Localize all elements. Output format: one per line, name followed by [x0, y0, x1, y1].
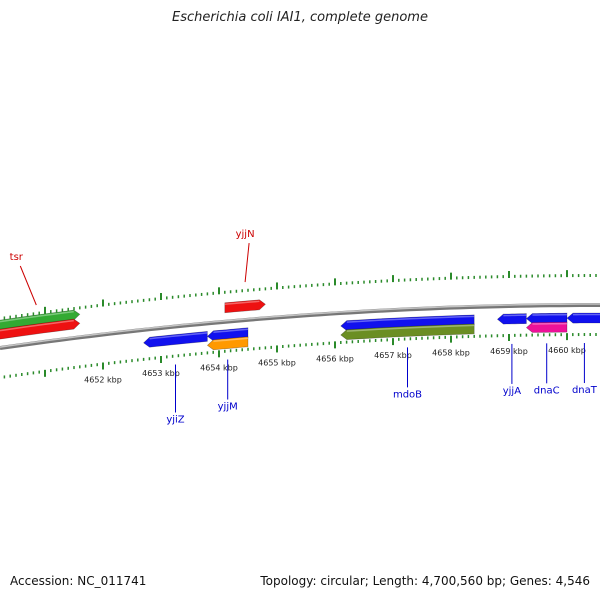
gene-arrow: [525, 321, 568, 333]
accession-text: Accession: NC_011741: [10, 574, 147, 588]
gene-shine: [0, 319, 74, 332]
gene-shine: [149, 332, 208, 340]
genome-summary-text: Topology: circular; Length: 4,700,560 bp…: [260, 574, 590, 588]
kbp-label: 4654 kbp: [200, 363, 238, 372]
gene-arrow: [206, 336, 249, 351]
kbp-label: 4653 kbp: [142, 369, 180, 378]
gene-label: yjjA: [503, 386, 521, 397]
label-leader: [244, 242, 250, 283]
backbone-arc: [0, 303, 600, 351]
kbp-label: 4655 kbp: [258, 358, 296, 367]
kbp-label: 4656 kbp: [316, 354, 354, 363]
gene-arrow: [0, 318, 81, 340]
gene-label: yjjN: [236, 229, 255, 240]
kbp-label: 4657 kbp: [374, 351, 412, 360]
label-leader: [19, 265, 37, 306]
gene-label: tsr: [10, 252, 24, 263]
kbp-label: 4658 kbp: [432, 349, 470, 358]
gene-shine: [213, 337, 249, 343]
kbp-label: 4659 kbp: [490, 347, 528, 356]
gene-arrow: [566, 312, 600, 324]
gene-shine: [503, 314, 527, 317]
backbone-highlight: [0, 303, 600, 348]
gene-label: dnaC: [534, 385, 560, 396]
kbp-label: 4660 kbp: [548, 346, 586, 355]
gene-arrow: [224, 299, 266, 314]
gene-label: yjiZ: [166, 415, 184, 426]
gene-shine: [0, 310, 74, 323]
gene-arrow: [340, 323, 475, 340]
gene-label: yjjM: [218, 402, 238, 413]
gene-shine: [224, 300, 260, 306]
gene-label: mdoB: [393, 389, 422, 400]
gene-shine: [346, 324, 475, 332]
map-title: Escherichia coli IAI1, complete genome: [172, 10, 428, 25]
gene-shine: [213, 328, 249, 334]
gene-label: dnaT: [572, 385, 598, 396]
gene-shine: [346, 315, 475, 323]
kbp-label: 4652 kbp: [84, 376, 122, 385]
